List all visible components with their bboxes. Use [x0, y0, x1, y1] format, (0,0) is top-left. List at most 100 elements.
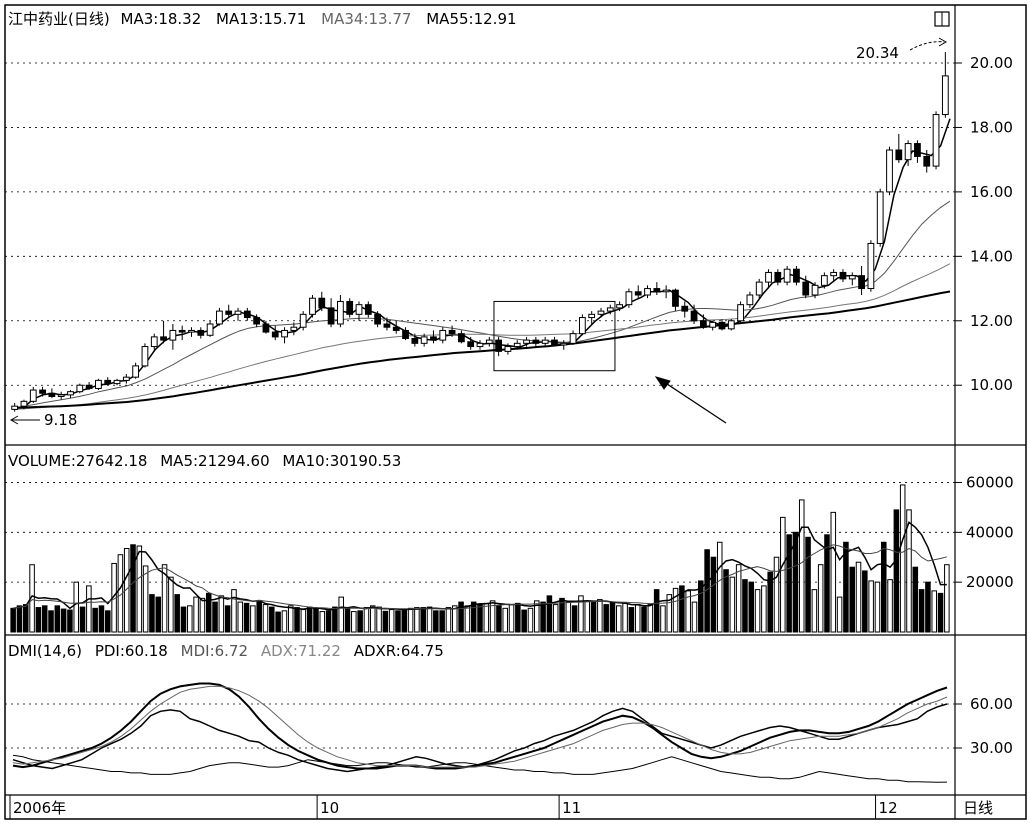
candle-body — [141, 346, 149, 367]
pointer-arrowhead — [654, 376, 671, 390]
candle-body — [690, 310, 698, 322]
volume-bar — [868, 580, 874, 633]
x-axis-label: 11 — [562, 799, 581, 817]
price-tick-label: 10.00 — [970, 376, 1013, 394]
volume-bar — [641, 606, 647, 633]
volume-bar — [716, 541, 723, 633]
candle-body — [774, 271, 782, 283]
volume-value: 27642.18 — [76, 452, 148, 470]
ma-line-ma34 — [14, 263, 951, 410]
volume-bar — [660, 605, 666, 633]
candle-body — [11, 405, 19, 410]
volume-bar — [773, 556, 780, 633]
price-tick-label: 12.00 — [970, 312, 1013, 330]
volume-bar — [887, 579, 893, 633]
volume-bar — [830, 511, 837, 633]
volume-bar — [388, 609, 395, 633]
volume-bar — [534, 600, 540, 633]
ma-line-ma13 — [14, 200, 951, 409]
candle-body — [355, 304, 363, 315]
candle-body — [616, 304, 623, 309]
volume-bar — [35, 607, 42, 633]
candle-body — [541, 339, 549, 344]
volume-bar — [376, 606, 382, 633]
candle-body — [727, 320, 735, 330]
candle-body — [476, 342, 484, 348]
volume-bar — [527, 607, 534, 633]
candle-body — [886, 149, 893, 193]
volume-bar — [275, 611, 281, 633]
volume-bar — [798, 499, 805, 633]
ma-line-ma3 — [14, 118, 951, 410]
volume-bar — [937, 592, 944, 633]
candle-body — [681, 305, 689, 312]
candle-body — [48, 392, 56, 397]
mdi-value: 6.72 — [215, 642, 248, 660]
volume-bar — [155, 596, 162, 633]
candle-body — [895, 149, 903, 161]
ma55-label: MA55 — [426, 10, 468, 28]
volume-bar — [666, 594, 673, 633]
volume-bar — [489, 600, 496, 633]
volume-bar — [161, 564, 168, 633]
candle-body — [923, 155, 931, 167]
candle-body — [513, 342, 521, 348]
volume-bar — [357, 610, 363, 633]
volume-bar — [729, 576, 736, 633]
candle-body — [793, 268, 800, 283]
volume-bar — [180, 606, 187, 633]
volume-bar — [679, 585, 685, 633]
volume-bar — [546, 595, 553, 633]
candle-body — [430, 336, 437, 341]
volume-panel-header: VOLUME:27642.18 MA5:21294.60 MA10:30190.… — [8, 452, 401, 470]
candle-body — [560, 342, 568, 346]
price-gridlines — [5, 62, 955, 386]
candle-body — [634, 291, 642, 296]
volume-bar — [925, 581, 931, 633]
candle-body — [402, 329, 409, 340]
ma55-value: 12.91 — [474, 10, 517, 28]
vol-ma5-value: 21294.60 — [198, 452, 270, 470]
volume-bar — [792, 531, 799, 633]
volume-moving-averages — [13, 521, 947, 611]
candle-body — [234, 310, 242, 315]
pdi-label: PDI — [95, 642, 120, 660]
candle-body — [85, 384, 93, 389]
dmi-tick-label: 30.00 — [970, 739, 1013, 757]
candle-body — [709, 321, 717, 328]
candle-body — [848, 275, 856, 280]
candle-body — [569, 333, 577, 344]
price-panel-header: 江中药业(日线) MA3:18.32 MA13:15.71 MA34:13.77… — [8, 10, 517, 28]
volume-bar — [944, 564, 950, 633]
volume-bar — [401, 609, 408, 633]
volume-bar — [786, 534, 792, 633]
candle-body — [755, 281, 763, 296]
volume-label: VOLUME — [8, 452, 71, 470]
volume-bar — [723, 569, 729, 633]
volume-bar — [565, 601, 572, 633]
volume-bar — [470, 601, 477, 633]
candle-body — [104, 379, 112, 385]
volume-bar — [73, 581, 80, 633]
dmi-line-mdi — [12, 754, 948, 783]
candle-body — [383, 323, 391, 328]
high-price-arrowhead — [938, 37, 948, 47]
ma-line-ma55 — [14, 290, 951, 409]
candle-body — [932, 114, 940, 167]
candle-body — [448, 329, 456, 335]
volume-tick-label: 60000 — [966, 473, 1014, 491]
window-toggle-icon[interactable] — [934, 11, 950, 27]
volume-bar — [754, 589, 761, 633]
dmi-title: DMI(14,6) — [8, 642, 82, 660]
dmi-line-adx — [12, 682, 948, 770]
volume-bar — [281, 610, 288, 633]
volume-bar — [634, 604, 641, 633]
ma13-label: MA13 — [216, 10, 258, 28]
candle-body — [290, 326, 298, 331]
price-moving-averages — [14, 118, 951, 410]
mdi-label: MDI — [181, 642, 210, 660]
volume-bar — [508, 604, 515, 633]
volume-bar — [325, 610, 332, 633]
